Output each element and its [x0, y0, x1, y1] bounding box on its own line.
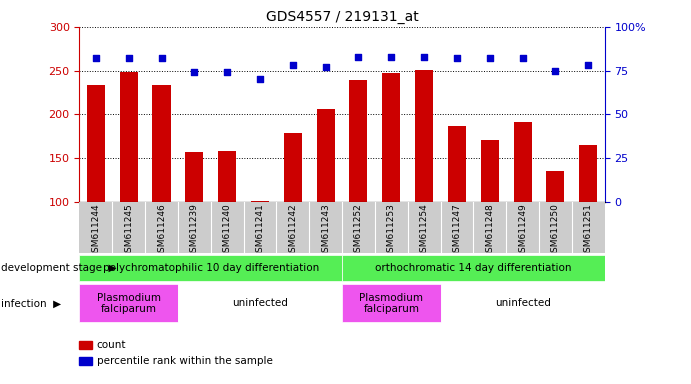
Point [287, 62, 299, 68]
Bar [440, 284, 605, 323]
Point [451, 55, 462, 61]
Text: percentile rank within the sample: percentile rank within the sample [97, 356, 273, 366]
Point [517, 55, 528, 61]
Text: Plasmodium
falciparum: Plasmodium falciparum [97, 293, 161, 314]
Point [583, 62, 594, 68]
Point [550, 68, 561, 74]
Text: development stage  ▶: development stage ▶ [1, 263, 117, 273]
Bar [448, 126, 466, 202]
Text: GSM611254: GSM611254 [419, 203, 428, 258]
Text: GSM611249: GSM611249 [518, 203, 527, 258]
Bar [415, 70, 433, 202]
Point [189, 69, 200, 75]
Bar [342, 255, 605, 281]
Bar [251, 201, 269, 202]
Bar [513, 122, 531, 202]
Bar [79, 255, 342, 281]
Point [91, 55, 102, 61]
Text: GSM611242: GSM611242 [288, 203, 297, 258]
Bar [547, 171, 565, 202]
Point [419, 53, 430, 60]
Text: GSM611241: GSM611241 [256, 203, 265, 258]
Bar [316, 109, 334, 202]
Point [156, 55, 167, 61]
Point [320, 64, 331, 70]
Text: orthochromatic 14 day differentiation: orthochromatic 14 day differentiation [375, 263, 571, 273]
Text: GSM611247: GSM611247 [453, 203, 462, 258]
Point [123, 55, 134, 61]
Text: GSM611240: GSM611240 [223, 203, 231, 258]
Bar [153, 84, 171, 202]
Text: GSM611253: GSM611253 [387, 203, 396, 258]
Point [386, 53, 397, 60]
Text: GSM611246: GSM611246 [157, 203, 166, 258]
Text: count: count [97, 340, 126, 350]
Point [254, 76, 265, 83]
Point [484, 55, 495, 61]
Text: GSM611244: GSM611244 [91, 203, 100, 258]
Title: GDS4557 / 219131_at: GDS4557 / 219131_at [265, 10, 419, 25]
Text: GSM611245: GSM611245 [124, 203, 133, 258]
Bar [120, 72, 138, 202]
Text: Plasmodium
falciparum: Plasmodium falciparum [359, 293, 424, 314]
Bar [79, 284, 178, 323]
Text: uninfected: uninfected [495, 298, 551, 308]
Text: infection  ▶: infection ▶ [1, 298, 61, 308]
Bar [350, 80, 368, 202]
Bar [185, 152, 203, 202]
Bar [382, 73, 400, 202]
Text: GSM611252: GSM611252 [354, 203, 363, 258]
Text: polychromatophilic 10 day differentiation: polychromatophilic 10 day differentiatio… [103, 263, 319, 273]
Bar [218, 151, 236, 202]
Text: GSM611243: GSM611243 [321, 203, 330, 258]
Bar [87, 85, 105, 202]
Text: GSM611250: GSM611250 [551, 203, 560, 258]
Text: GSM611251: GSM611251 [584, 203, 593, 258]
Bar [342, 284, 440, 323]
Text: GSM611248: GSM611248 [485, 203, 494, 258]
Bar [481, 141, 499, 202]
Text: uninfected: uninfected [232, 298, 288, 308]
Bar [284, 132, 302, 202]
Point [353, 53, 364, 60]
Bar [579, 145, 597, 202]
Text: GSM611239: GSM611239 [190, 203, 199, 258]
Bar [178, 284, 342, 323]
Point [222, 69, 233, 75]
